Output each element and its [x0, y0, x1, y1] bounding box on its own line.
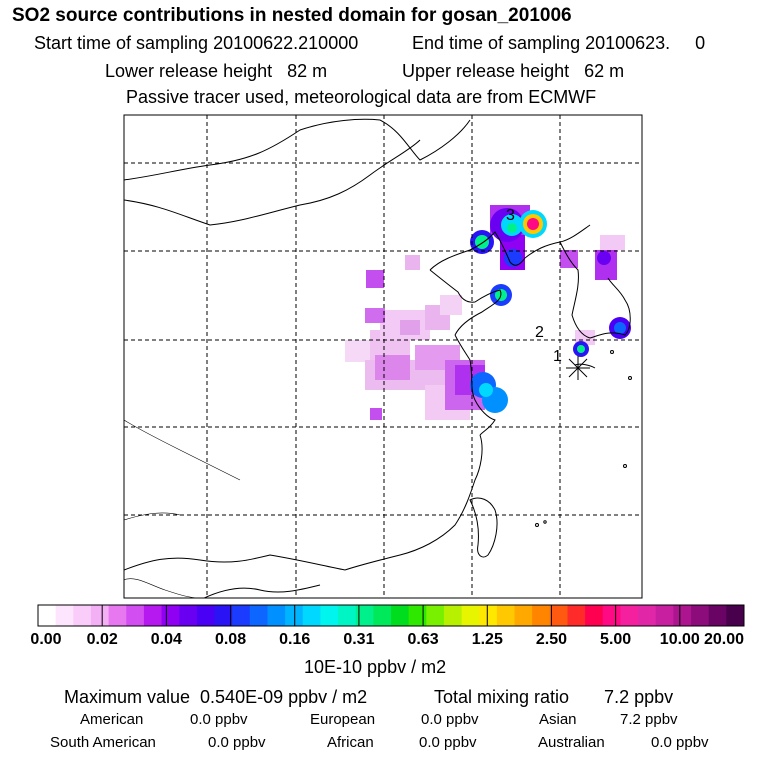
african-label: African	[327, 734, 374, 751]
colorbar-cell	[391, 605, 410, 626]
maximum-value: Maximum value 0.540E-09 ppbv / m2	[64, 687, 368, 707]
colorbar-cell	[285, 605, 304, 626]
colorbar-cell	[179, 605, 198, 626]
colorbar-cell	[214, 605, 233, 626]
source-label-1: 1	[553, 348, 562, 365]
borders	[124, 419, 241, 598]
colorbar-cell	[73, 605, 92, 626]
colorbar-cell	[549, 605, 568, 626]
lower-release-height: Lower release height 82 m	[105, 61, 328, 81]
start-time-label: Start time of sampling 20100622.210000	[34, 33, 359, 53]
colorbar-tick-label: 2.50	[535, 631, 568, 648]
colorbar-cell	[302, 605, 321, 626]
colorbar	[37, 604, 745, 627]
colorbar-cell	[655, 605, 674, 626]
colorbar-cell	[426, 605, 445, 626]
colorbar-cell	[408, 605, 427, 626]
south-american-value: 0.0 ppbv	[208, 734, 266, 751]
south-american-label: South American	[50, 734, 156, 751]
asian-value: 7.2 ppbv	[620, 711, 678, 728]
colorbar-cell	[108, 605, 127, 626]
receptor-star-icon	[566, 356, 590, 380]
colorbar-tick-label: 0.02	[86, 631, 118, 648]
american-value: 0.0 ppbv	[190, 711, 248, 728]
colorbar-cell	[55, 605, 74, 626]
colorbar-tick-label: 1.25	[471, 631, 503, 648]
colorbar-cell	[532, 605, 551, 626]
map-panel: 3 2 1	[123, 114, 643, 599]
colorbar-cell	[708, 605, 727, 626]
american-label: American	[80, 711, 144, 728]
colorbar-cell	[373, 605, 392, 626]
colorbar-cell	[196, 605, 215, 626]
colorbar-cell	[355, 605, 374, 626]
colorbar-cell	[38, 605, 57, 626]
source-label-3: 3	[506, 207, 515, 224]
colorbar-unit: 10E-10 ppbv / m2	[304, 657, 447, 677]
colorbar-cell	[726, 605, 745, 626]
colorbar-tick-label: 20.00	[703, 631, 745, 648]
australian-label: Australian	[538, 734, 605, 751]
colorbar-cell	[320, 605, 339, 626]
colorbar-cell	[514, 605, 533, 626]
colorbar-cell	[691, 605, 710, 626]
colorbar-cell	[126, 605, 145, 626]
colorbar-cell	[232, 605, 251, 626]
colorbar-tick-label: 0.00	[30, 631, 62, 648]
colorbar-cell	[143, 605, 163, 626]
total-mixing-ratio: Total mixing ratio 7.2 ppbv	[434, 687, 674, 707]
colorbar-tick-label: 0.16	[279, 631, 311, 648]
colorbar-cell	[638, 605, 657, 626]
colorbar-cell	[602, 605, 621, 626]
african-value: 0.0 ppbv	[419, 734, 477, 751]
hotspots	[470, 208, 631, 413]
end-time-label: End time of sampling 20100623. 0	[412, 33, 706, 53]
colorbar-cell	[620, 605, 639, 626]
source-label-2: 2	[535, 324, 544, 341]
european-value: 0.0 ppbv	[421, 711, 479, 728]
colorbar-cell	[567, 605, 586, 626]
upper-release-height: Upper release height 62 m	[402, 61, 625, 81]
colorbar-cell	[267, 605, 286, 626]
lat-lon-grid	[124, 115, 642, 598]
colorbar-cell	[461, 605, 480, 626]
colorbar-cell	[443, 605, 463, 626]
asian-label: Asian	[539, 711, 577, 728]
colorbar-cell	[673, 605, 692, 626]
colorbar-cell	[338, 605, 357, 626]
tracer-note: Passive tracer used, meteorological data…	[126, 87, 597, 107]
colorbar-tick-label: 0.31	[343, 631, 375, 648]
colorbar-cell	[479, 605, 498, 626]
colorbar-cell	[585, 605, 604, 626]
colorbar-cell	[249, 605, 268, 626]
map-frame	[123, 114, 643, 599]
european-label: European	[310, 711, 376, 728]
colorbar-tick-label: 5.00	[600, 631, 632, 648]
colorbar-cell	[496, 605, 516, 626]
colorbar-tick-label: 0.04	[150, 631, 182, 648]
colorbar-tick-label: 10.00	[659, 631, 700, 648]
colorbar-cell	[90, 605, 110, 626]
colorbar-tick-label: 0.63	[407, 631, 439, 648]
colorbar-cell	[161, 605, 180, 626]
plot-title: SO2 source contributions in nested domai…	[12, 5, 572, 26]
australian-value: 0.0 ppbv	[651, 734, 709, 751]
colorbar-tick-label: 0.08	[214, 631, 247, 648]
